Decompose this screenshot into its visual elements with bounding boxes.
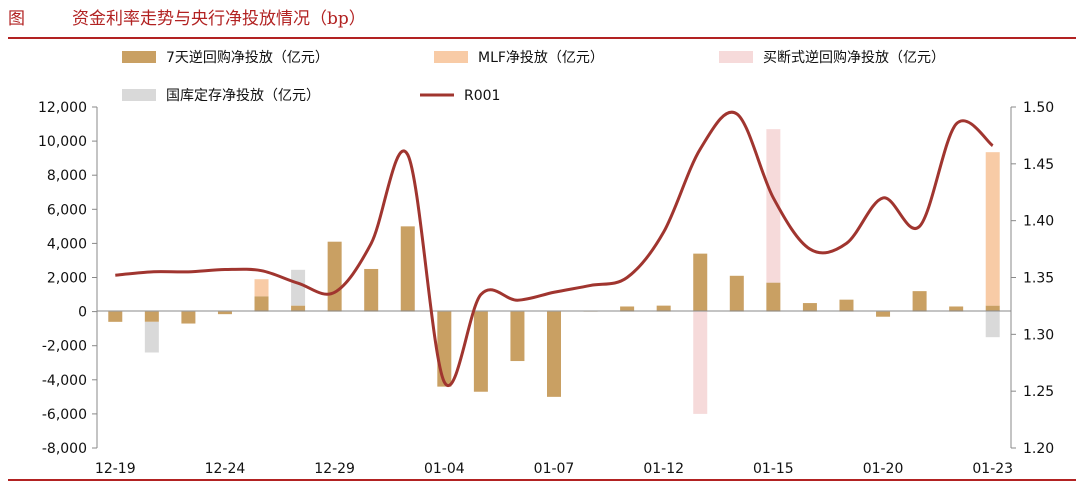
right-tick-label: 1.30: [1023, 327, 1054, 343]
bar-s0-16: [693, 253, 708, 312]
legend-label-4: R001: [464, 88, 500, 104]
bottom-rule: [8, 479, 1076, 481]
chart-title: 资金利率走势与央行净投放情况（bp）: [72, 9, 366, 29]
bar-s0-6: [327, 241, 342, 312]
bar-s0-15: [656, 305, 671, 312]
bar-s0-20: [839, 299, 854, 312]
bar-s0-12: [547, 311, 561, 397]
bar-s3-24: [985, 311, 1000, 338]
top-rule: [8, 37, 1076, 39]
left-tick-label: 12,000: [38, 100, 87, 116]
x-tick-label: 01-15: [753, 461, 794, 477]
x-tick-label: 01-04: [424, 461, 465, 477]
right-tick-label: 1.40: [1023, 214, 1054, 230]
bar-s0-14: [620, 306, 635, 312]
x-tick-label: 01-12: [643, 461, 684, 477]
chart-header: 图 资金利率走势与央行净投放情况（bp）: [0, 0, 1080, 34]
left-tick-label: 0: [78, 305, 87, 321]
bar-s0-4: [254, 296, 269, 312]
bar-s0-22: [912, 291, 927, 312]
right-tick-label: 1.50: [1023, 100, 1054, 116]
bar-s0-7: [364, 268, 379, 312]
bar-s1-4: [254, 279, 269, 297]
bar-s0-0: [108, 311, 123, 322]
x-tick-label: 12-24: [205, 461, 246, 477]
bars-layer: [108, 129, 1000, 414]
legend: 7天逆回购净投放（亿元） MLF净投放（亿元） 买断式逆回购净投放（亿元） 国库定存净…: [122, 50, 945, 104]
legend-swatch-2: [719, 51, 753, 63]
bar-s0-5: [291, 305, 306, 312]
bar-s0-21: [876, 311, 891, 317]
left-tick-label: 8,000: [47, 168, 87, 184]
legend-label-1: MLF净投放（亿元）: [478, 50, 604, 66]
bar-s0-24: [985, 305, 1000, 312]
legend-label-0: 7天逆回购净投放（亿元）: [166, 50, 329, 66]
legend-label-3: 国库定存净投放（亿元）: [166, 88, 320, 104]
bar-s3-5: [291, 269, 306, 306]
x-tick-label: 12-29: [314, 461, 355, 477]
x-tick-label: 01-23: [972, 461, 1013, 477]
left-tick-label: 2,000: [47, 271, 87, 287]
right-tick-label: 1.35: [1023, 271, 1054, 287]
axes-layer: 12,000 10,000 8,000 6,000 4,000 2,000 0 -2,000 -…: [38, 100, 1054, 477]
x-tick-label: 01-07: [534, 461, 575, 477]
left-tick-label: -2,000: [42, 339, 87, 355]
bar-s0-9: [437, 311, 452, 387]
x-tick-label: 12-19: [95, 461, 136, 477]
legend-label-2: 买断式逆回购净投放（亿元）: [763, 50, 945, 66]
left-tick-label: 4,000: [47, 236, 87, 252]
bar-s0-2: [181, 311, 196, 324]
right-tick-label: 1.45: [1023, 157, 1054, 173]
bar-s0-23: [949, 306, 964, 312]
line-layer: [115, 110, 994, 388]
x-tick-label: 01-20: [863, 461, 904, 477]
left-tick-label: -6,000: [42, 407, 87, 423]
bar-s0-17: [729, 275, 744, 312]
figure-label: 图: [8, 9, 25, 29]
bar-s0-10: [473, 311, 488, 392]
legend-swatch-0: [122, 51, 156, 63]
bar-s0-3: [217, 311, 232, 315]
bar-s2-16: [693, 311, 708, 414]
legend-swatch-3: [122, 89, 156, 101]
bar-s0-19: [802, 303, 817, 312]
left-tick-label: -4,000: [42, 373, 87, 389]
bar-s1-24: [985, 152, 1000, 306]
right-tick-label: 1.25: [1023, 384, 1054, 400]
right-tick-label: 1.20: [1023, 441, 1054, 457]
left-tick-label: 6,000: [47, 202, 87, 218]
legend-swatch-1: [434, 51, 468, 63]
r001-line: [115, 110, 994, 388]
bar-s0-11: [510, 311, 525, 362]
bar-s3-1: [144, 321, 159, 353]
bar-s0-8: [400, 226, 415, 312]
bar-s2-18: [766, 129, 781, 283]
left-tick-label: -8,000: [42, 441, 87, 457]
bar-s0-1: [144, 311, 159, 322]
left-tick-label: 10,000: [38, 134, 87, 150]
bar-s0-18: [766, 282, 781, 312]
